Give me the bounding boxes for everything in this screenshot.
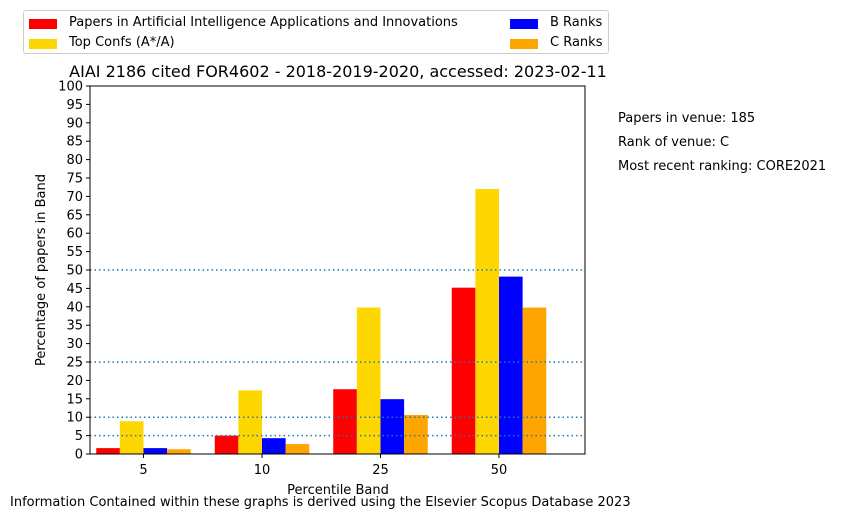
- y-tick-label: 35: [66, 319, 83, 334]
- bar: [333, 389, 357, 454]
- legend-label: Top Confs (A*/A): [69, 35, 175, 50]
- y-tick-label: 0: [75, 448, 83, 463]
- legend-swatch: [29, 19, 57, 29]
- legend-label: B Ranks: [550, 15, 603, 30]
- y-tick-label: 75: [66, 172, 83, 187]
- y-tick-label: 10: [66, 411, 83, 426]
- data-source-footer: Information Contained within these graph…: [10, 495, 631, 510]
- legend-label: Papers in Artificial Intelligence Applic…: [69, 15, 458, 30]
- y-tick-label: 55: [66, 245, 83, 260]
- bar: [404, 414, 428, 454]
- chart-title: AIAI 2186 cited FOR4602 - 2018-2019-2020…: [69, 62, 607, 81]
- recent-ranking-note: Most recent ranking: CORE2021: [618, 159, 827, 174]
- bar: [499, 276, 523, 454]
- x-tick-label: 10: [254, 463, 271, 478]
- y-tick-label: 5: [75, 429, 83, 444]
- y-tick-label: 40: [66, 300, 83, 315]
- legend-label: C Ranks: [550, 35, 603, 50]
- y-tick-label: 90: [66, 116, 83, 131]
- bar: [214, 435, 239, 454]
- y-tick-label: 85: [66, 135, 83, 150]
- y-tick-label: 95: [66, 98, 83, 113]
- legend-swatch: [510, 39, 538, 49]
- bar: [285, 444, 310, 454]
- x-tick-label: 50: [491, 463, 508, 478]
- bar: [522, 307, 547, 454]
- bar: [143, 448, 168, 454]
- y-tick-label: 30: [66, 337, 83, 352]
- y-tick-label: 20: [66, 374, 83, 389]
- x-tick-label: 5: [139, 463, 147, 478]
- y-tick-label: 45: [66, 282, 83, 297]
- y-tick-label: 60: [66, 227, 83, 242]
- bar: [238, 390, 262, 454]
- y-axis-label: Percentage of papers in Band: [34, 174, 49, 366]
- venue-rank-note: Rank of venue: C: [618, 135, 730, 150]
- y-tick-label: 70: [66, 190, 83, 205]
- legend-swatch: [29, 39, 57, 49]
- y-tick-label: 15: [66, 392, 83, 407]
- x-axis-label: Percentile Band: [287, 483, 389, 498]
- bar: [167, 449, 191, 454]
- papers-in-venue-note: Papers in venue: 185: [618, 111, 756, 126]
- y-tick-label: 65: [66, 208, 83, 223]
- bar: [356, 307, 381, 454]
- legend-swatch: [510, 19, 538, 29]
- legend: Papers in Artificial Intelligence Applic…: [23, 10, 609, 54]
- y-tick-label: 80: [66, 153, 83, 168]
- bar: [380, 399, 405, 454]
- bar: [451, 287, 476, 454]
- x-tick-label: 25: [372, 463, 389, 478]
- y-tick-label: 50: [66, 264, 83, 279]
- bar: [119, 421, 144, 454]
- y-tick-label: 25: [66, 356, 83, 371]
- y-tick-label: 100: [58, 80, 83, 95]
- bar: [262, 438, 286, 454]
- bar: [96, 448, 120, 454]
- bar: [475, 189, 499, 455]
